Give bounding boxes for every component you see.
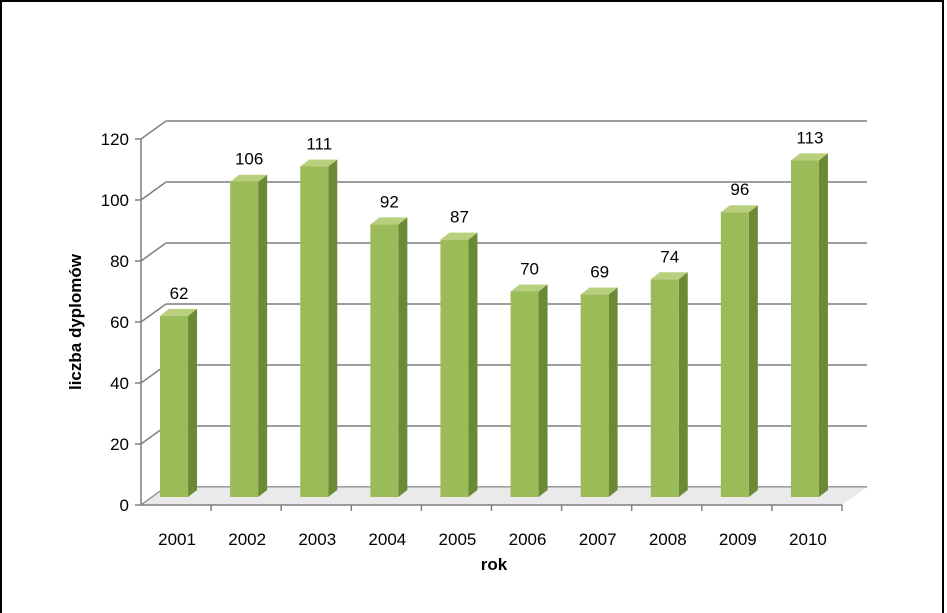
- bar-top: [440, 232, 478, 240]
- label-layer: 62 2001 106 2002 111 2003 92 2004 87 2005 70 2006 69…: [158, 128, 827, 549]
- bar-top: [370, 217, 408, 225]
- x-tick-label: 2001: [158, 530, 196, 549]
- y-tick-label: 80: [110, 252, 129, 271]
- bar-2004: [370, 217, 408, 497]
- y-tick-label: 60: [110, 313, 129, 332]
- bar-top: [790, 153, 828, 161]
- bar-side: [328, 159, 338, 497]
- bar-top: [580, 287, 618, 295]
- data-label: 113: [796, 128, 823, 147]
- data-label: 69: [590, 263, 609, 282]
- bar-2010: [790, 153, 828, 497]
- axis-layer: 0 20 40 60 80 100 120: [101, 130, 843, 515]
- bar-front: [230, 181, 259, 497]
- data-label: 87: [450, 208, 469, 227]
- y-tick-label: 0: [120, 496, 129, 515]
- data-label: 92: [380, 192, 399, 211]
- bar-side: [678, 272, 688, 497]
- bar-front: [720, 212, 749, 497]
- x-axis-title: rok: [481, 555, 508, 574]
- bar-front: [650, 279, 679, 497]
- bar-front: [580, 294, 609, 497]
- x-tick-label: 2006: [509, 530, 547, 549]
- bar-layer: [160, 153, 828, 497]
- x-tick-label: 2005: [439, 530, 477, 549]
- bar-side: [538, 284, 548, 497]
- y-tick-label: 20: [110, 435, 129, 454]
- bar-front: [440, 239, 469, 497]
- bar-top: [650, 272, 688, 280]
- y-tick-label: 100: [101, 191, 129, 210]
- x-tick-label: 2003: [298, 530, 336, 549]
- y-tick-label: 40: [110, 374, 129, 393]
- x-tick-label: 2007: [579, 530, 617, 549]
- data-label: 74: [660, 247, 679, 266]
- gridline-diagonal: [140, 181, 167, 201]
- bar-2003: [300, 159, 338, 497]
- bar-top: [300, 159, 338, 167]
- gridline-diagonal: [140, 242, 167, 262]
- bar-side: [748, 205, 758, 497]
- data-label: 111: [306, 134, 332, 153]
- bar-2007: [580, 287, 618, 497]
- data-label: 96: [730, 180, 749, 199]
- gridline-diagonal: [140, 303, 167, 323]
- bar-front: [790, 160, 819, 497]
- bar-side: [188, 308, 198, 497]
- bar-side: [818, 153, 828, 497]
- bar-front: [300, 166, 329, 497]
- bar-2005: [440, 232, 478, 497]
- x-tick-label: 2010: [789, 530, 827, 549]
- bar-2006: [510, 284, 548, 497]
- bar-front: [370, 224, 399, 497]
- x-tick-label: 2004: [368, 530, 406, 549]
- x-tick-label: 2008: [649, 530, 687, 549]
- bar-side: [608, 287, 618, 497]
- bar-2008: [650, 272, 688, 497]
- bar-front: [510, 291, 539, 497]
- x-tick-label: 2009: [719, 530, 757, 549]
- bar-side: [398, 217, 408, 497]
- y-axis-title: liczba dyplomów: [66, 253, 85, 390]
- gridline-diagonal: [140, 120, 167, 140]
- bar-top: [230, 174, 268, 182]
- bar-front: [160, 315, 189, 497]
- bar-side: [468, 232, 478, 497]
- data-label: 106: [235, 150, 263, 169]
- bar-2001: [160, 308, 198, 497]
- bar-top: [720, 205, 758, 213]
- x-tick-label: 2002: [228, 530, 266, 549]
- bar-2009: [720, 205, 758, 497]
- bar-side: [258, 174, 268, 497]
- bar-top: [160, 308, 198, 316]
- data-label: 70: [520, 260, 539, 279]
- data-label: 62: [170, 284, 189, 303]
- y-tick-label: 120: [101, 130, 129, 149]
- bar-top: [510, 284, 548, 292]
- bar-2002: [230, 174, 268, 497]
